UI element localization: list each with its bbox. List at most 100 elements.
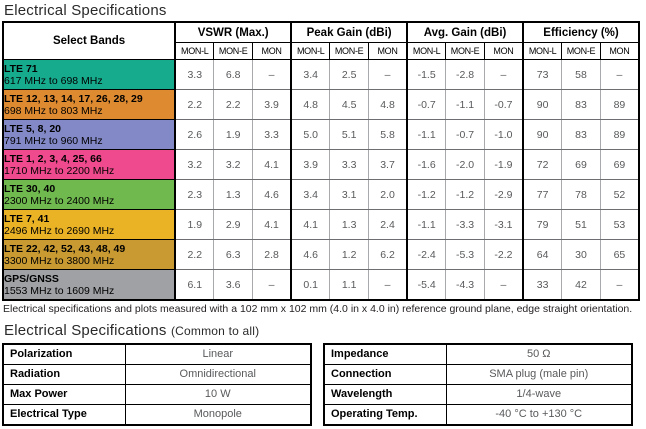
avg_gain-value: -1.6 [406,149,447,180]
common-table-right: Impedance 50 Ω Connection SMA plug (male… [323,342,633,426]
band-frequency-range: 1710 MHz to 2200 MHz [4,164,115,177]
avg-gain-group-header: Avg. Gain (dBi) [406,21,524,43]
peak_gain-value: 2.5 [329,59,369,90]
peak_gain-value: 3.4 [290,179,331,210]
spec-label: Operating Temp. [323,403,447,425]
page-title: Electrical Specifications [4,2,167,19]
vswr-value: 2.6 [174,119,215,150]
spec-label: Max Power [2,383,126,405]
avg_gain-value: -3.1 [483,209,524,240]
band-name: GPS/GNSS [4,272,59,285]
efficiency-value: 33 [522,269,563,301]
sub-header-mon-e: MON-E [329,42,369,60]
avg_gain-value: -1.9 [483,149,524,180]
spec-row: Connection SMA plug (male pin) [323,363,633,385]
avg_gain-value: -1.1 [406,209,447,240]
peak_gain-value: 6.2 [367,239,408,270]
avg_gain-value: -3.3 [445,209,485,240]
common-section-title: Electrical Specifications (Common to all… [4,322,646,339]
efficiency-value: 89 [599,119,640,150]
efficiency-value: 79 [522,209,563,240]
band-row: GPS/GNSS 1553 MHz to 1609 MHz 6.1 3.6–0.1 1.… [2,269,640,301]
common-tables: Polarization Linear Radiation Omnidirect… [2,342,646,426]
avg_gain-value: -1.5 [406,59,447,90]
peak_gain-value: 4.5 [329,89,369,120]
band-row: LTE 12, 13, 14, 17, 26, 28, 29 698 MHz to… [2,89,640,120]
band-cell: GPS/GNSS 1553 MHz to 1609 MHz [2,269,177,301]
common-section-title-main: Electrical Specifications [4,321,167,339]
peak_gain-value: 2.0 [367,179,408,210]
spec-value: Omnidirectional [124,363,312,385]
vswr-value: 2.3 [174,179,215,210]
peak_gain-value: 5.1 [329,119,369,150]
efficiency-value: 73 [522,59,563,90]
efficiency-value: 65 [599,239,640,270]
spec-value: 1/4-wave [445,383,633,405]
vswr-value: – [251,269,292,301]
sub-header-mon-l: MON-L [174,42,215,60]
vswr-value: 3.2 [174,149,215,180]
peak_gain-value: – [367,59,408,90]
band-cell: LTE 1, 2, 3, 4, 25, 66 1710 MHz to 2200 M… [2,149,177,180]
measurement-note: Electrical specifications and plots meas… [3,303,633,315]
common-section-title-suffix: (Common to all) [170,323,260,338]
main-table-body: LTE 71 617 MHz to 698 MHz 3.3 6.8–3.4 2.5– -1… [2,59,640,301]
sub-header-mon-l: MON-L [406,42,447,60]
band-frequency-range: 617 MHz to 698 MHz [4,74,103,87]
band-name: LTE 30, 40 [4,182,56,195]
common-table-left: Polarization Linear Radiation Omnidirect… [2,342,312,426]
band-name: LTE 5, 8, 20 [4,122,61,135]
vswr-value: 4.6 [251,179,292,210]
sub-header-mon: MON [367,42,408,60]
spec-row: Max Power 10 W [2,383,312,405]
efficiency-value: 90 [522,89,563,120]
avg_gain-value: – [483,269,524,301]
avg_gain-value: -1.1 [406,119,447,150]
vswr-value: 2.2 [213,89,253,120]
band-row: LTE 1, 2, 3, 4, 25, 66 1710 MHz to 2200 M… [2,149,640,180]
peak_gain-value: 1.2 [329,239,369,270]
peak_gain-value: 3.3 [329,149,369,180]
avg_gain-value: -2.8 [445,59,485,90]
vswr-value: 2.2 [174,239,215,270]
peak_gain-value: 4.6 [290,239,331,270]
band-frequency-range: 698 MHz to 803 MHz [4,104,103,117]
efficiency-value: 52 [599,179,640,210]
avg_gain-value: -1.1 [445,89,485,120]
avg_gain-value: -2.2 [483,239,524,270]
efficiency-value: 83 [561,89,601,120]
peak_gain-value: 5.8 [367,119,408,150]
peak_gain-value: 3.4 [290,59,331,90]
efficiency-value: 69 [599,149,640,180]
efficiency-value: 77 [522,179,563,210]
efficiency-value: 83 [561,119,601,150]
peak_gain-value: 4.8 [290,89,331,120]
vswr-value: 2.2 [174,89,215,120]
band-frequency-range: 2496 MHz to 2690 MHz [4,224,115,237]
sub-header-mon-e: MON-E [445,42,485,60]
vswr-value: 3.3 [251,119,292,150]
peak_gain-value: 0.1 [290,269,331,301]
avg_gain-value: -5.3 [445,239,485,270]
avg_gain-value: -0.7 [406,89,447,120]
spec-label: Electrical Type [2,403,126,425]
peak-gain-group-header: Peak Gain (dBi) [290,21,408,43]
avg_gain-value: -1.2 [406,179,447,210]
peak_gain-value: 4.8 [367,89,408,120]
band-cell: LTE 71 617 MHz to 698 MHz [2,59,177,90]
spec-value: SMA plug (male pin) [445,363,633,385]
band-frequency-range: 3300 MHz to 3800 MHz [4,254,115,267]
vswr-value: 1.3 [213,179,253,210]
peak_gain-value: 3.1 [329,179,369,210]
efficiency-value: – [599,269,640,301]
vswr-group-header: VSWR (Max.) [174,21,292,43]
avg_gain-value: -2.4 [406,239,447,270]
band-name: LTE 1, 2, 3, 4, 25, 66 [4,152,102,165]
peak_gain-value: 5.0 [290,119,331,150]
sub-header-mon: MON [251,42,292,60]
peak_gain-value: 3.9 [290,149,331,180]
sub-header-mon-e: MON-E [213,42,253,60]
spec-label: Polarization [2,343,126,365]
band-cell: LTE 7, 41 2496 MHz to 2690 MHz [2,209,177,240]
